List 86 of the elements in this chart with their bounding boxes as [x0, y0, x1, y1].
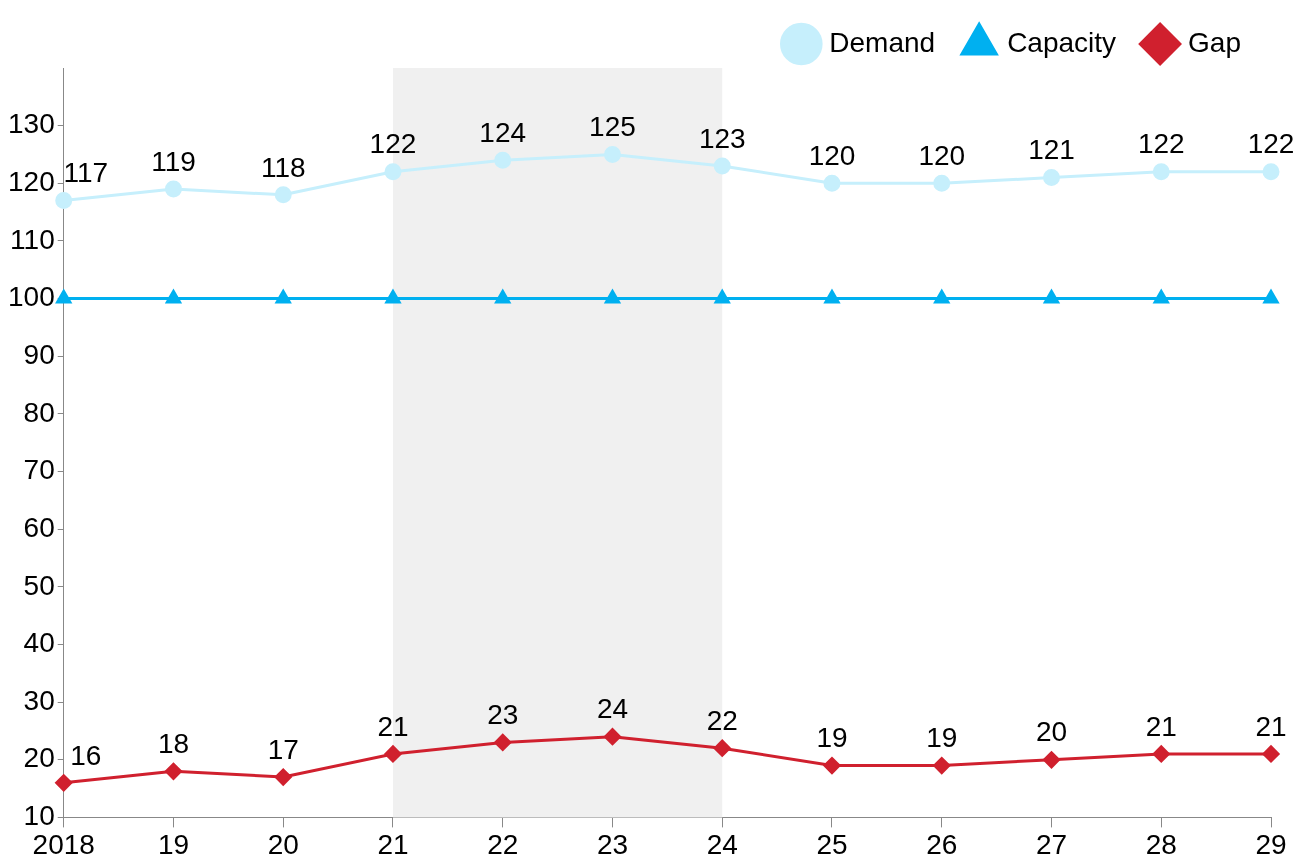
legend-label: Capacity [1007, 26, 1117, 58]
point [494, 733, 512, 751]
point [713, 739, 731, 757]
point [714, 290, 730, 304]
x-tick-label: 25 [816, 828, 848, 860]
x-tick-label: 29 [1255, 828, 1287, 860]
point [274, 186, 292, 204]
point [824, 290, 840, 304]
point [1262, 745, 1280, 763]
data-label: 21 [1255, 710, 1287, 742]
y-tick-label: 20 [23, 742, 55, 774]
x-tick-label: 21 [377, 828, 409, 860]
x-tick-label: 22 [487, 828, 519, 860]
point [385, 290, 401, 304]
data-label: 17 [267, 733, 299, 765]
y-tick-label: 90 [23, 338, 55, 370]
data-label: 19 [816, 722, 848, 754]
x-tick-label: 19 [157, 828, 190, 860]
data-label: 120 [918, 140, 966, 172]
point [494, 151, 512, 169]
point [604, 290, 621, 304]
data-label: 22 [706, 704, 738, 736]
y-tick-label: 50 [23, 569, 55, 601]
point [1152, 163, 1170, 181]
point [823, 757, 841, 775]
legend-label: Demand [829, 26, 936, 58]
data-label: 19 [926, 722, 958, 754]
point [1042, 169, 1060, 187]
x-tick-label: 27 [1035, 828, 1068, 860]
point [55, 192, 73, 210]
point [933, 174, 951, 192]
point [1262, 163, 1280, 181]
y-tick-label: 110 [10, 223, 55, 255]
point [823, 174, 841, 192]
data-label: 122 [1137, 128, 1185, 160]
data-label: 23 [487, 699, 519, 731]
data-label: 21 [1145, 710, 1177, 742]
point [495, 290, 511, 304]
data-label: 117 [63, 157, 109, 189]
point [275, 290, 291, 304]
point [603, 728, 621, 746]
y-tick-label: 60 [23, 511, 55, 543]
point [713, 157, 731, 175]
point [1043, 290, 1060, 304]
point [164, 180, 182, 198]
data-label: 122 [1247, 128, 1295, 160]
data-label: 121 [1028, 134, 1075, 166]
point [1263, 290, 1279, 304]
data-label: 123 [698, 122, 746, 154]
point [384, 163, 402, 181]
data-label: 124 [479, 116, 527, 148]
point [933, 757, 951, 775]
point [384, 745, 402, 763]
x-tick-label: 28 [1145, 828, 1177, 860]
data-label: 122 [369, 128, 417, 160]
data-label: 21 [377, 710, 409, 742]
point [274, 768, 292, 786]
data-label: 118 [260, 151, 306, 183]
point [56, 290, 72, 304]
data-label: 125 [589, 111, 636, 143]
data-label: 18 [157, 728, 190, 759]
point [1153, 290, 1169, 304]
point [164, 762, 182, 780]
y-tick-label: 130 [8, 108, 55, 140]
legend-label: Gap [1188, 26, 1242, 58]
data-label: 16 [70, 739, 102, 771]
y-tick-label: 120 [8, 166, 55, 198]
y-tick-label: 30 [23, 684, 55, 716]
data-label: 119 [151, 145, 196, 177]
point [603, 145, 621, 163]
y-tick-label: 80 [23, 396, 55, 428]
data-label: 24 [596, 693, 629, 725]
x-tick-label: 26 [926, 828, 958, 860]
y-tick-label: 70 [23, 454, 55, 486]
point [165, 290, 182, 304]
x-tick-label: 24 [706, 828, 738, 860]
point [55, 774, 73, 792]
x-tick-label: 20 [267, 828, 299, 860]
point [1042, 751, 1060, 769]
point [1152, 745, 1170, 763]
y-tick-label: 40 [23, 627, 55, 659]
y-tick-label: 100 [8, 281, 55, 313]
x-tick-label: 23 [596, 828, 629, 860]
data-label: 20 [1035, 716, 1068, 748]
point [934, 290, 950, 304]
data-label: 120 [808, 140, 856, 172]
